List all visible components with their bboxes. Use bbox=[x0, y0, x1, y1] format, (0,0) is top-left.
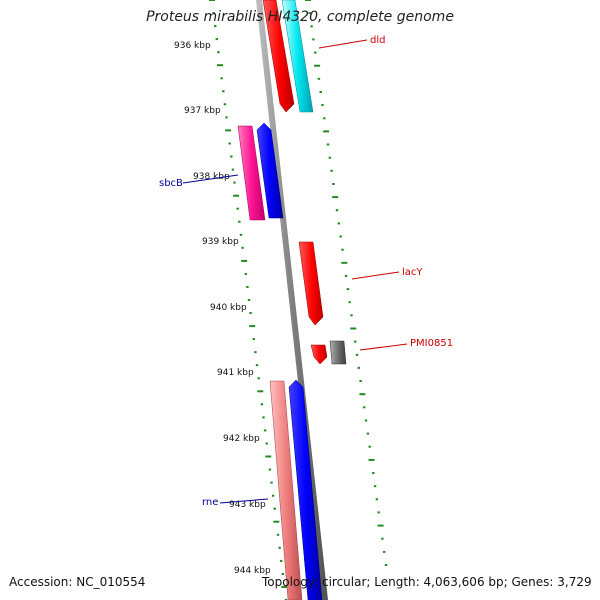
tick-label-943: 943 kbp bbox=[229, 500, 266, 510]
tick-label-940: 940 kbp bbox=[210, 303, 247, 313]
gene-feature-gray-PMI0851 bbox=[329, 340, 347, 365]
gene-feature-pink bbox=[269, 380, 303, 600]
gene-feature-blue-rne bbox=[288, 379, 323, 600]
gc-content-dots bbox=[209, 0, 388, 600]
tick-label-939: 939 kbp bbox=[202, 237, 239, 247]
gene-label-rne: rne bbox=[202, 497, 218, 508]
gene-feature-cyan-dld bbox=[281, 0, 314, 113]
tick-label-936: 936 kbp bbox=[174, 41, 211, 51]
tick-label-942: 942 kbp bbox=[223, 434, 260, 444]
leader-line-PMI0851 bbox=[359, 343, 408, 351]
gene-feature-red-small bbox=[310, 344, 328, 365]
map-title: Proteus mirabilis HI4320, complete genom… bbox=[146, 9, 454, 25]
gene-label-PMI0851: PMI0851 bbox=[410, 338, 453, 349]
leader-line-rne bbox=[219, 498, 269, 504]
tick-label-938: 938 kbp bbox=[193, 172, 230, 182]
accession-text: Accession: NC_010554 bbox=[9, 575, 146, 589]
gene-feature-red-dld-left bbox=[262, 0, 295, 113]
tick-label-941: 941 kbp bbox=[217, 368, 254, 378]
gene-label-sbcB: sbcB bbox=[159, 178, 183, 189]
leader-line-lacY bbox=[351, 271, 400, 280]
tick-label-944: 944 kbp bbox=[234, 566, 271, 576]
gene-label-lacY: lacY bbox=[402, 267, 423, 278]
gene-label-dld: dld bbox=[370, 35, 385, 46]
gene-feature-red-lacY bbox=[298, 241, 324, 326]
gene-feature-blue-sbcB bbox=[256, 122, 284, 219]
tick-label-937: 937 kbp bbox=[184, 106, 221, 116]
leader-line-dld bbox=[318, 39, 368, 49]
gene-feature-magenta bbox=[237, 125, 266, 221]
leader-line-sbcB bbox=[182, 174, 239, 184]
genome-summary-text: Topology: circular; Length: 4,063,606 bp… bbox=[262, 575, 592, 589]
genome-backbone bbox=[256, 0, 328, 600]
